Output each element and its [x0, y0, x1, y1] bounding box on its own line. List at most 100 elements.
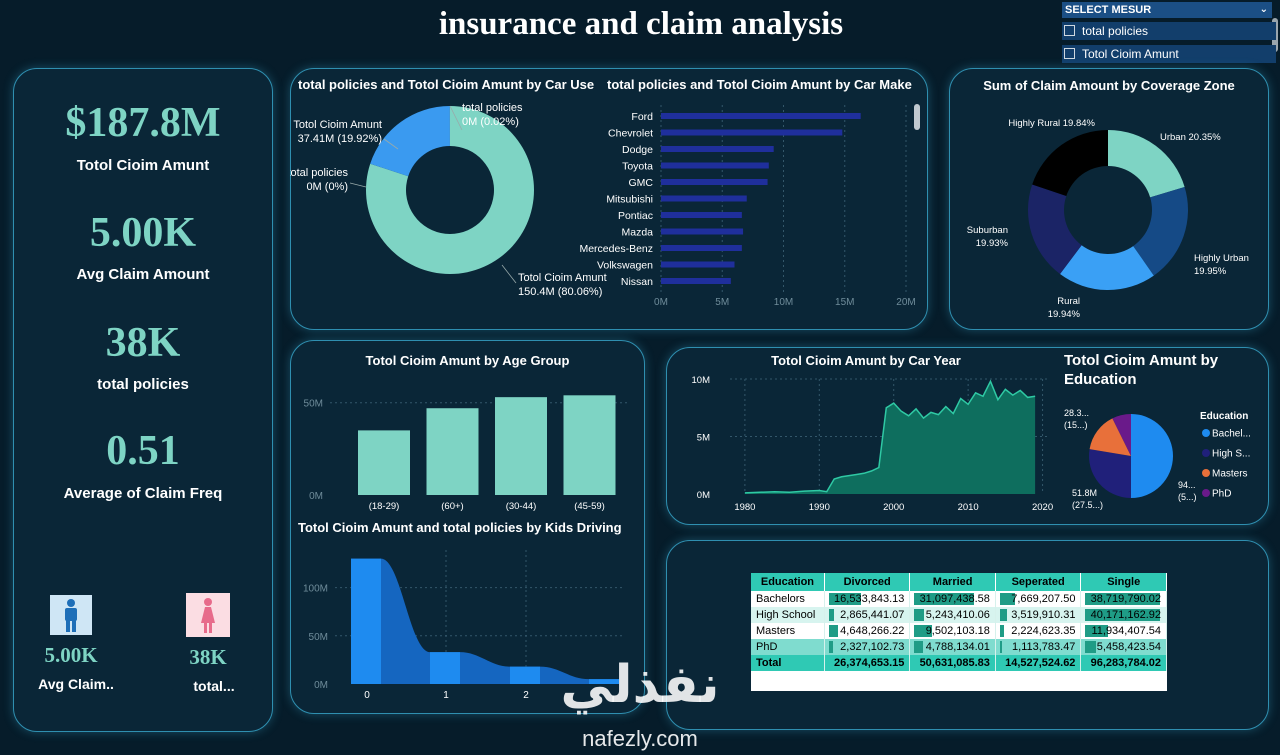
- bar: [661, 261, 735, 268]
- x-tick-label: 10M: [774, 297, 793, 308]
- matrix-column-header[interactable]: Seperated: [995, 573, 1082, 591]
- matrix-cell-value: 2,224,623.35: [1011, 625, 1076, 637]
- data-bar: [1085, 625, 1108, 637]
- x-tick-label: (45-59): [574, 501, 605, 512]
- x-tick-label: 5M: [715, 297, 729, 308]
- bar: [661, 228, 744, 235]
- matrix-cell-value: 2,327,102.73: [840, 641, 905, 653]
- legend-marker: [1202, 449, 1210, 457]
- matrix-total-cell: 26,374,653.15: [824, 655, 911, 671]
- matrix-cell: 1,113,783.47: [995, 639, 1082, 655]
- data-bar: [914, 625, 933, 637]
- bar: [426, 408, 479, 495]
- kpi-claim-freq-value: 0.51: [106, 428, 180, 474]
- legend-entry: PhD: [1212, 489, 1231, 500]
- x-tick-label: 2010: [958, 502, 979, 513]
- matrix-cell-value: 4,648,266.22: [840, 625, 905, 637]
- kids-driving-area-chart: 50M 100M 0M 0 1 2: [303, 550, 625, 701]
- slice-name-label: Highly Urban: [1194, 253, 1249, 264]
- watermark-latin: nafezly.com: [582, 726, 698, 751]
- matrix-cell: 16,533,843.13: [824, 591, 911, 607]
- slicer-option-claim-amount[interactable]: Totol Cioim Amunt: [1062, 45, 1276, 63]
- slice-value-label: 0M (0.02%): [462, 116, 519, 128]
- bar: [563, 395, 616, 495]
- slicer-header: SELECT MESUR ⌄: [1062, 2, 1272, 18]
- y-tick-label: GMC: [629, 177, 654, 189]
- matrix-cell-value: 31,097,438.58: [919, 593, 990, 605]
- matrix-total-row: Total 26,374,653.15 50,631,085.83 14,527,52…: [751, 655, 1167, 671]
- matrix-row-header: High School: [751, 607, 825, 623]
- matrix-column-header[interactable]: Single: [1080, 573, 1167, 591]
- bar: [661, 245, 742, 251]
- car-use-donut-chart: total policies 0M (0.02%) Totol Cioim Amun…: [290, 102, 607, 298]
- bar: [351, 558, 381, 684]
- matrix-column-header[interactable]: Married: [909, 573, 996, 591]
- measure-slicer: SELECT MESUR ⌄: [1062, 2, 1278, 64]
- matrix-total-label: Total: [751, 655, 825, 671]
- age-group-bar-chart: 50M 0M (18-29) (60+) (30-44) (45-59): [304, 395, 630, 512]
- matrix-total-cell: 14,527,524.62: [995, 655, 1082, 671]
- data-bar: [828, 625, 838, 637]
- car-make-chart-title: total policies and Totol Cioim Amunt by …: [603, 77, 912, 92]
- pie-slice-4: [1032, 130, 1108, 196]
- matrix-cell-value: 40,171,162.92: [1090, 609, 1161, 621]
- kpi-avg-claim-value: 5.00K: [89, 210, 197, 256]
- legend-marker: [1202, 469, 1210, 477]
- y-tick-label: Mazda: [621, 227, 653, 239]
- checkbox[interactable]: [1064, 48, 1075, 59]
- data-bar: [1085, 641, 1096, 653]
- table-row: PhD 2,327,102.73 4,788,134.01 1,113,783.47 5…: [751, 639, 1167, 655]
- bar: [589, 679, 619, 684]
- x-tick-label: (30-44): [506, 501, 537, 512]
- leader-line: [501, 264, 517, 284]
- table-row: Masters 4,648,266.22 9,502,103.18 2,224,623…: [751, 623, 1167, 639]
- pie-slice-0: [1108, 130, 1185, 198]
- data-bar: [999, 609, 1007, 621]
- slice-value-label: 19.93%: [976, 238, 1009, 249]
- matrix-cell: 7,669,207.50: [995, 591, 1082, 607]
- kpi-claim-freq-label: Average of Claim Freq: [63, 485, 223, 502]
- x-tick-label: 1: [443, 690, 449, 701]
- pie-slice-0: [366, 106, 534, 274]
- matrix-cell: 3,519,910.31: [995, 607, 1082, 623]
- y-tick-label: 5M: [697, 433, 710, 444]
- slice-value-label: 37.41M (19.92%): [298, 133, 382, 145]
- slicer-header-label: SELECT MESUR: [1065, 4, 1152, 16]
- checkbox[interactable]: [1064, 25, 1075, 36]
- x-tick-label: (60+): [441, 501, 463, 512]
- kpi-total-claim-label: Totol Cioim Amunt: [76, 157, 210, 174]
- kpi-policies-value: 38K: [105, 320, 181, 366]
- chevron-down-icon[interactable]: ⌄: [1259, 4, 1268, 15]
- matrix-header-education[interactable]: Education: [751, 573, 825, 591]
- slice-name-label: Totol Cioim Amunt: [293, 119, 382, 131]
- matrix-cell-value: 5,243,410.06: [925, 609, 990, 621]
- slice-label: Urban 20.35%: [1160, 132, 1221, 143]
- matrix-cell-value: 16,533,843.13: [834, 593, 905, 605]
- matrix-container: Education Divorced Married Seperated Single B…: [751, 573, 1167, 691]
- slicer-option-label: Totol Cioim Amunt: [1082, 47, 1179, 61]
- page-title: insurance and claim analysis: [438, 6, 844, 42]
- pie-slice-1: [370, 106, 450, 177]
- scroll-thumb[interactable]: [914, 104, 920, 130]
- leader-line: [449, 105, 463, 131]
- y-tick-label: Dodge: [622, 144, 653, 156]
- matrix-cell-value: 1,113,783.47: [1012, 641, 1076, 653]
- data-bar: [1085, 609, 1160, 621]
- slice-label: 94...: [1178, 480, 1196, 490]
- age-group-chart-title: Totol Cioim Amunt by Age Group: [365, 353, 570, 368]
- car-make-bar-chart: 0M 5M 10M 15M 20M Ford Chevrolet Dodge Toyota GMC…: [580, 105, 916, 308]
- x-tick-label: 20M: [896, 297, 915, 308]
- area-line: [744, 379, 1036, 494]
- watermark-arabic: نفذلي: [560, 655, 720, 715]
- matrix-cell: 2,327,102.73: [824, 639, 911, 655]
- legend-marker: [1202, 429, 1210, 437]
- matrix-cell: 4,788,134.01: [909, 639, 996, 655]
- leader-line: [383, 138, 399, 150]
- x-tick-label: 1990: [809, 502, 830, 513]
- legend-entry: High S...: [1212, 449, 1250, 460]
- pie-slice-3: [1028, 184, 1082, 275]
- slicer-option-total-policies[interactable]: total policies: [1062, 22, 1276, 40]
- x-tick-label: 2: [523, 690, 529, 701]
- y-tick-label: Ford: [631, 111, 653, 123]
- matrix-column-header[interactable]: Divorced: [824, 573, 911, 591]
